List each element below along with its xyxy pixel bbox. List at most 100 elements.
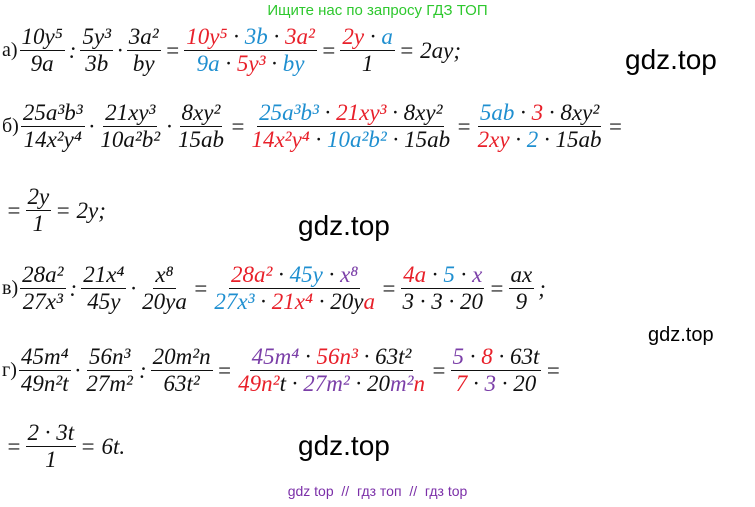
math-segment: 5y³ bbox=[236, 51, 266, 76]
denominator: 1 bbox=[43, 447, 59, 473]
operator: = bbox=[545, 357, 561, 383]
fraction: 3a² by bbox=[126, 24, 161, 77]
denominator: 1 bbox=[31, 211, 47, 237]
numerator: x⁸ bbox=[153, 262, 176, 289]
math-segment: 21x⁴ bbox=[83, 262, 125, 287]
math-segment: · bbox=[467, 371, 485, 396]
operator: : bbox=[68, 37, 77, 63]
math-segment: 3b bbox=[85, 51, 109, 76]
math-segment: m² bbox=[389, 371, 414, 396]
math-segment: · bbox=[318, 100, 337, 125]
numerator: 2y · a bbox=[340, 24, 395, 51]
math-segment: 9 bbox=[515, 289, 528, 314]
math-segment: by bbox=[282, 51, 305, 76]
fraction: 25a³b³ 14x²y⁴ bbox=[20, 100, 85, 153]
math-segment: 1 bbox=[32, 211, 45, 236]
math-segment: 45y bbox=[87, 289, 121, 314]
math-segment: 10y⁵ bbox=[186, 24, 228, 49]
math-segment: 25a³b³ bbox=[259, 100, 319, 125]
numerator: 2y bbox=[25, 184, 52, 211]
operator: = bbox=[607, 113, 624, 139]
math-segment: · 63t² bbox=[357, 344, 412, 369]
operator: = bbox=[192, 275, 209, 301]
denominator: 9 bbox=[514, 289, 530, 315]
numerator: 2 · 3t bbox=[25, 420, 77, 447]
math-line: в) 28a² 27x³:21x⁴ 45y · x⁸ 20ya = 28a² · 45y · x… bbox=[2, 262, 550, 315]
math-line: а) 10y⁵ 9a:5y³ 3b · 3a² by = 10y⁵ · 3b · 3a² 9a ·… bbox=[2, 24, 465, 77]
math-segment: · bbox=[265, 51, 283, 76]
item-label: г) bbox=[2, 359, 17, 381]
math-segment: · bbox=[322, 262, 341, 287]
numerator: ax bbox=[508, 262, 535, 289]
denominator: 3b bbox=[83, 51, 110, 77]
operator: = bbox=[320, 37, 337, 63]
math-segment: n bbox=[413, 371, 425, 396]
math-line: б) 25a³b³ 14x²y⁴ · 21xy³ 10a²b² · 8xy² 15ab = 25a³… bbox=[2, 100, 627, 153]
math-segment: 3 · 3 · 20 bbox=[402, 289, 483, 314]
fraction: 56n³ 27m² bbox=[84, 344, 135, 397]
watermark: gdz.top bbox=[625, 44, 717, 75]
math-segment: 63t² bbox=[163, 371, 200, 396]
operator: ; bbox=[538, 275, 546, 301]
watermark: gdz.top bbox=[648, 324, 714, 346]
math-segment: 45m⁴ bbox=[20, 344, 69, 369]
math-segment: 7 bbox=[455, 371, 468, 396]
math-segment: · 8xy² bbox=[543, 100, 600, 125]
math-segment: 5 bbox=[452, 344, 465, 369]
math-segment: 9a bbox=[30, 51, 54, 76]
math-segment: 56n³ bbox=[88, 344, 131, 369]
math-segment: 5ab bbox=[479, 100, 515, 125]
math-segment: · bbox=[509, 127, 527, 152]
math-segment: · bbox=[272, 262, 290, 287]
math-segment: x⁸ bbox=[340, 262, 359, 287]
operator: · bbox=[74, 357, 81, 383]
math-segment: 1 bbox=[45, 447, 57, 472]
operator: · bbox=[166, 113, 172, 139]
operator: = bbox=[6, 197, 22, 223]
denominator: 10a²b² bbox=[98, 127, 162, 153]
denominator: 9a bbox=[29, 51, 56, 77]
operator: = 2ay; bbox=[398, 37, 461, 63]
numerator: 5ab · 3 · 8xy² bbox=[477, 100, 602, 127]
math-segment: 56n³ bbox=[316, 344, 358, 369]
fraction: 2 · 3t 1 bbox=[25, 420, 77, 473]
denominator: 49n²t bbox=[19, 371, 71, 397]
fraction: 8xy² 15ab bbox=[176, 100, 226, 153]
operator: = bbox=[456, 113, 472, 139]
fraction: 5y³ 3b bbox=[80, 24, 114, 77]
denominator: 27m² bbox=[84, 371, 135, 397]
math-segment: t · bbox=[279, 371, 304, 396]
math-segment: 49n² bbox=[238, 371, 280, 396]
math-segment: 5y³ bbox=[82, 24, 112, 49]
numerator: 3a² bbox=[126, 24, 161, 51]
math-segment: ax bbox=[510, 262, 533, 287]
math-segment: a bbox=[381, 24, 393, 49]
fraction: 5 · 8 · 63t 7 · 3 · 20 bbox=[450, 344, 542, 397]
item-label: в) bbox=[2, 277, 19, 299]
operator: : bbox=[69, 275, 78, 301]
math-segment: 3 bbox=[531, 100, 544, 125]
math-segment: 20ya bbox=[142, 289, 187, 314]
denominator: 15ab bbox=[176, 127, 226, 153]
math-segment: 1 bbox=[361, 51, 374, 76]
fraction: 45m⁴ 49n²t bbox=[18, 344, 71, 397]
math-segment: · 20 bbox=[349, 371, 390, 396]
math-segment: 3 bbox=[484, 371, 496, 396]
denominator: 14x²y⁴ bbox=[22, 127, 84, 153]
math-segment: 28a² bbox=[22, 262, 64, 287]
math-segment: 4a bbox=[403, 262, 427, 287]
fraction: 21xy³ 10a²b² bbox=[98, 100, 162, 153]
operator: = bbox=[229, 113, 246, 139]
watermark: gdz.top bbox=[298, 210, 390, 241]
math-segment: · bbox=[364, 24, 382, 49]
math-segment: a bbox=[363, 289, 375, 314]
denominator: 9a · 5y³ · by bbox=[195, 51, 307, 77]
operator: : bbox=[138, 357, 147, 383]
math-segment: · bbox=[514, 100, 532, 125]
operator: = bbox=[430, 357, 447, 383]
math-segment: 3a² bbox=[128, 24, 159, 49]
operator: · bbox=[130, 275, 137, 301]
numerator: 20m²n bbox=[150, 344, 213, 371]
math-line: = 2 · 3t 1 = 6t. bbox=[2, 420, 129, 473]
